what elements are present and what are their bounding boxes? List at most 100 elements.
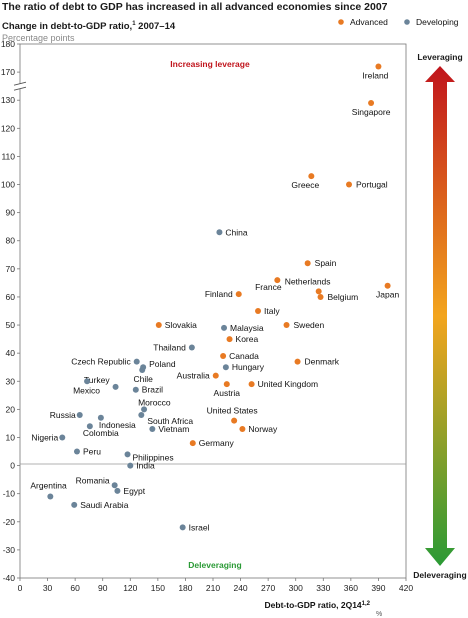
x-tick-label: 420 bbox=[399, 583, 413, 593]
point-label: South Africa bbox=[147, 416, 193, 426]
point-label: Vietnam bbox=[158, 424, 189, 434]
legend-developing-label: Developing bbox=[416, 17, 459, 27]
point-label: Saudi Arabia bbox=[80, 500, 128, 510]
point-label: Slovakia bbox=[165, 320, 197, 330]
x-tick-label: 210 bbox=[206, 583, 220, 593]
point-label: Thailand bbox=[153, 343, 186, 353]
point-label: Netherlands bbox=[285, 276, 331, 286]
point-advanced bbox=[255, 308, 262, 314]
y-tick-label: 0 bbox=[10, 461, 15, 471]
leveraging-label: Leveraging bbox=[417, 52, 462, 62]
point-advanced bbox=[212, 372, 219, 379]
point-label: Denmark bbox=[305, 357, 340, 367]
point-developing bbox=[111, 482, 118, 489]
subtitle-footnote: 1 bbox=[132, 21, 136, 27]
point-label: Singapore bbox=[352, 107, 391, 117]
point-label: Canada bbox=[229, 351, 259, 361]
y-tick-label: 180 bbox=[1, 39, 15, 49]
point-developing bbox=[47, 493, 54, 500]
point-label: Romania bbox=[76, 475, 110, 485]
point-label: Greece bbox=[291, 180, 319, 190]
y-tick-label: 40 bbox=[6, 348, 16, 358]
point-developing bbox=[114, 487, 121, 494]
point-developing bbox=[133, 358, 140, 365]
point-advanced bbox=[226, 336, 233, 343]
point-label: Spain bbox=[315, 258, 337, 268]
point-advanced bbox=[304, 260, 311, 267]
y-tick-label: 170 bbox=[1, 67, 15, 77]
x-axis-title: Debt-to-GDP ratio, 2Q141,2 bbox=[265, 600, 371, 610]
point-developing bbox=[179, 524, 186, 531]
point-label: China bbox=[225, 227, 247, 237]
point-developing bbox=[149, 426, 156, 433]
point-label: Mexico bbox=[73, 385, 100, 395]
point-developing bbox=[76, 411, 83, 418]
axis-break-marker bbox=[13, 81, 27, 91]
point-label: Korea bbox=[236, 334, 259, 344]
point-label: Italy bbox=[264, 306, 280, 316]
x-tick-label: 120 bbox=[123, 583, 137, 593]
point-label: India bbox=[136, 461, 155, 471]
x-tick-label: 360 bbox=[344, 583, 358, 593]
point-label: Ireland bbox=[362, 70, 388, 80]
point-label: Czech Republic bbox=[71, 357, 131, 367]
y-axis: -40 -30 -20 -10 0 10 20 30 40 50 60 70 80 90 100 110 120… bbox=[1, 39, 27, 583]
legend-developing-marker bbox=[404, 19, 410, 25]
y-tick-label: 120 bbox=[1, 123, 15, 133]
point-advanced bbox=[384, 282, 391, 289]
y-tick-label: 60 bbox=[6, 292, 16, 302]
point-developing bbox=[84, 378, 91, 385]
chart-subtitle: Change in debt-to-GDP ratio,1 2007–14 bbox=[2, 21, 175, 32]
chart-title: The ratio of debt to GDP has increased i… bbox=[2, 1, 388, 13]
point-label: Germany bbox=[199, 438, 235, 448]
point-label: Turkey bbox=[84, 375, 110, 385]
point-label: Russia bbox=[50, 410, 76, 420]
point-advanced bbox=[368, 100, 375, 107]
y-tick-label: 30 bbox=[6, 376, 16, 386]
x-tick-label: 30 bbox=[43, 583, 53, 593]
x-axis-title-footnote: 1,2 bbox=[362, 601, 371, 607]
x-tick-label: 240 bbox=[233, 583, 247, 593]
point-label: Australia bbox=[177, 371, 210, 381]
point-label: Chile bbox=[134, 374, 154, 384]
point-label: Austria bbox=[214, 388, 241, 398]
point-label: Malaysia bbox=[230, 323, 264, 333]
point-label: United Kingdom bbox=[258, 379, 318, 389]
point-advanced bbox=[375, 63, 382, 70]
point-developing bbox=[86, 423, 93, 430]
point-label: Colombia bbox=[83, 428, 119, 438]
point-developing bbox=[221, 324, 228, 331]
x-tick-label: 390 bbox=[371, 583, 385, 593]
deleveraging-note: Deleveraging bbox=[188, 560, 241, 570]
point-developing bbox=[97, 414, 104, 421]
y-tick-label: -10 bbox=[3, 489, 16, 499]
point-label: Philippines bbox=[133, 452, 174, 462]
plot-frame bbox=[19, 43, 407, 579]
axis-break-gap bbox=[17, 83, 23, 89]
y-tick-label: -30 bbox=[3, 545, 16, 555]
y-tick-label: 10 bbox=[6, 432, 16, 442]
x-tick-label: 300 bbox=[289, 583, 303, 593]
point-developing bbox=[188, 344, 195, 351]
point-label: Israel bbox=[189, 522, 210, 532]
units-label: Percentage points bbox=[2, 33, 75, 43]
x-axis-unit: % bbox=[376, 611, 382, 618]
point-label: United States bbox=[207, 406, 258, 416]
x-tick-label: 330 bbox=[316, 583, 330, 593]
point-advanced bbox=[315, 288, 322, 295]
y-tick-label: 50 bbox=[6, 320, 16, 330]
point-advanced bbox=[274, 277, 281, 284]
x-tick-label: 0 bbox=[18, 583, 23, 593]
subtitle-years: 2007–14 bbox=[138, 21, 176, 33]
point-advanced bbox=[248, 381, 255, 388]
y-tick-label: 100 bbox=[1, 180, 15, 190]
point-advanced bbox=[220, 352, 227, 359]
y-tick-label: 70 bbox=[6, 264, 16, 274]
subtitle-text: Change in debt-to-GDP ratio, bbox=[2, 21, 133, 33]
point-developing bbox=[71, 501, 78, 508]
point-developing bbox=[222, 364, 229, 371]
y-tick-label: -40 bbox=[3, 573, 16, 583]
increasing-leverage-note: Increasing leverage bbox=[170, 59, 250, 69]
deleveraging-arrow-label: Deleveraging bbox=[413, 570, 466, 580]
point-label: Argentina bbox=[30, 480, 67, 490]
